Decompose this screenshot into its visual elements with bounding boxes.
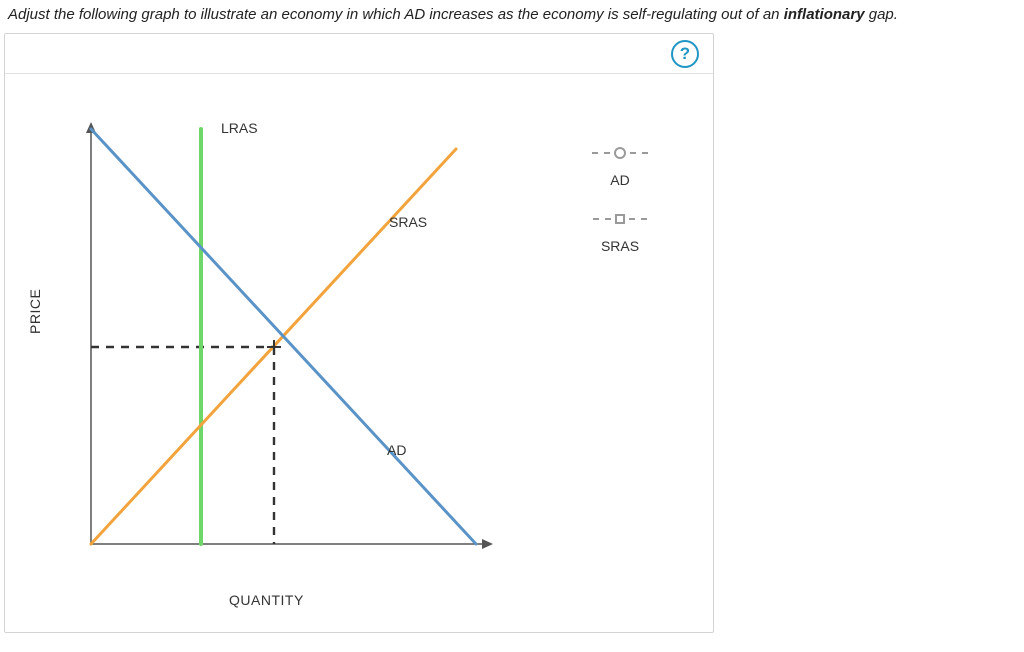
x-axis-label: QUANTITY: [229, 592, 304, 608]
legend-marker-ad: [589, 144, 651, 162]
square-marker-icon: [615, 214, 625, 224]
legend: AD SRAS: [555, 144, 685, 276]
help-icon: ?: [680, 44, 690, 64]
prompt-post: gap.: [865, 6, 898, 23]
help-button[interactable]: ?: [671, 40, 699, 68]
y-axis-label: PRICE: [27, 289, 43, 334]
question-prompt: Adjust the following graph to illustrate…: [0, 0, 1024, 33]
ad-label: AD: [387, 442, 406, 458]
legend-item-sras[interactable]: SRAS: [555, 210, 685, 254]
graph-panel: ? PRICE QUANTITY LRAS SRAS AD AD SRAS: [4, 33, 714, 633]
legend-item-ad[interactable]: AD: [555, 144, 685, 188]
circle-marker-icon: [614, 147, 626, 159]
sras-label: SRAS: [389, 214, 427, 230]
chart-svg[interactable]: [31, 94, 531, 614]
panel-header: ?: [5, 34, 713, 74]
prompt-bold: inflationary: [784, 6, 865, 23]
legend-marker-sras: [589, 210, 651, 228]
chart-area[interactable]: PRICE QUANTITY LRAS SRAS AD: [31, 94, 531, 614]
legend-label-ad: AD: [610, 172, 629, 188]
prompt-pre: Adjust the following graph to illustrate…: [8, 6, 784, 23]
legend-label-sras: SRAS: [601, 238, 639, 254]
lras-label: LRAS: [221, 120, 258, 136]
